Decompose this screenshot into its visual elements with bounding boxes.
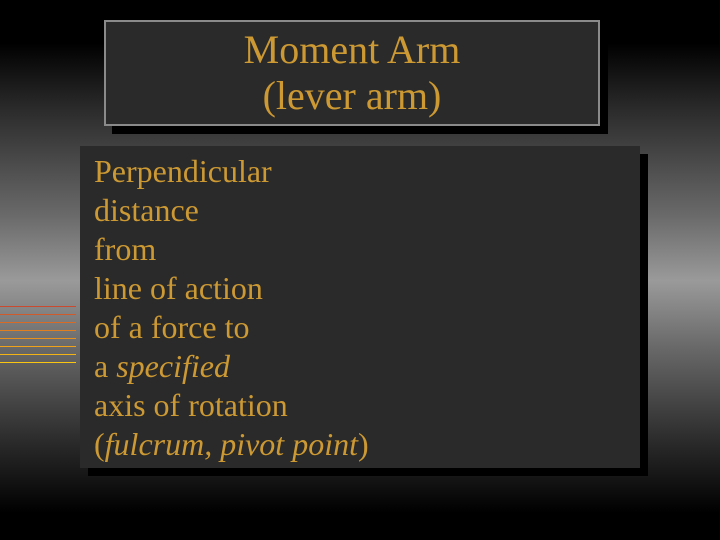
decorative-line [0, 330, 76, 331]
decorative-line [0, 362, 76, 363]
decorative-line [0, 354, 76, 355]
body-line: a specified [94, 347, 626, 386]
title-box: Moment Arm (lever arm) [104, 20, 600, 126]
decorative-line [0, 322, 76, 323]
decorative-line [0, 338, 76, 339]
body-line: Perpendicular [94, 152, 626, 191]
body-line: distance [94, 191, 626, 230]
italic-text: fulcrum, pivot point [105, 426, 358, 462]
decorative-line [0, 346, 76, 347]
body-line: line of action [94, 269, 626, 308]
decorative-line [0, 314, 76, 315]
body-box: Perpendiculardistancefromline of actiono… [80, 146, 640, 468]
title-line-2: (lever arm) [263, 73, 442, 119]
decorative-line [0, 306, 76, 307]
body-line: from [94, 230, 626, 269]
slide: { "title": { "line1": "Moment Arm", "lin… [0, 0, 720, 540]
italic-text: specified [116, 348, 230, 384]
title-line-1: Moment Arm [244, 27, 461, 73]
body-line: axis of rotation [94, 386, 626, 425]
body-line: (fulcrum, pivot point) [94, 425, 626, 464]
decorative-lines [0, 306, 76, 370]
body-line: of a force to [94, 308, 626, 347]
